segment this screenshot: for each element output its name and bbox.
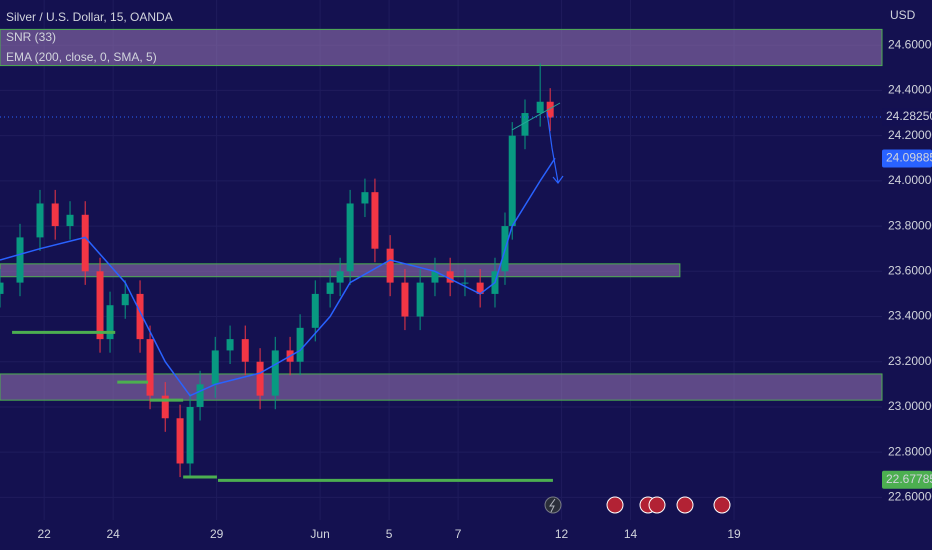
axis-unit: USD	[890, 8, 916, 22]
candle-body	[36, 203, 44, 238]
candle-body	[401, 282, 409, 317]
event-icon	[544, 496, 562, 514]
x-tick-label: 5	[386, 527, 393, 541]
event-icons	[544, 496, 731, 514]
candle-body	[476, 282, 484, 294]
candle-body	[146, 339, 154, 396]
candle-body	[461, 282, 469, 284]
candle-body	[256, 361, 264, 396]
plot-area	[0, 0, 883, 520]
candle-body	[546, 101, 554, 118]
candle-body	[521, 113, 529, 136]
candle-body	[121, 293, 129, 306]
candle-body	[241, 339, 249, 362]
price-label: 24.28250	[886, 109, 932, 123]
candle-body	[81, 214, 89, 272]
event-icon	[648, 496, 666, 514]
event-icon	[713, 496, 731, 514]
event-icon	[676, 496, 694, 514]
candle-body	[0, 282, 4, 294]
candle-body	[386, 248, 394, 283]
projection-arrow	[546, 111, 559, 183]
y-tick-label: 23.00000	[888, 399, 932, 413]
y-tick-label: 24.60000	[888, 37, 932, 51]
ema-line	[0, 157, 556, 397]
candle-body	[51, 203, 59, 227]
x-tick-label: Jun	[310, 527, 329, 541]
candle-body	[186, 406, 194, 464]
candle-body	[361, 192, 369, 204]
x-tick-label: 24	[106, 527, 120, 541]
candle-body	[106, 305, 114, 340]
candle-body	[371, 192, 379, 249]
x-tick-label: 22	[37, 527, 51, 541]
candle-body	[161, 395, 169, 419]
candle-body	[271, 350, 279, 396]
candle-body	[16, 237, 24, 283]
candle-body	[431, 271, 439, 283]
indicator-label: SNR (33)	[6, 30, 56, 44]
event-icon	[549, 498, 556, 513]
candle-body	[196, 384, 204, 407]
y-tick-label: 23.80000	[888, 218, 932, 232]
x-tick-label: 14	[624, 527, 638, 541]
x-tick-label: 29	[210, 527, 224, 541]
candle-body	[416, 282, 424, 317]
candle-body	[508, 135, 516, 227]
candle-body	[211, 350, 219, 385]
arrow-head	[552, 175, 564, 184]
indicator-label: EMA (200, close, 0, SMA, 5)	[6, 50, 157, 64]
price-label: 22.67785	[886, 472, 932, 486]
candle-body	[346, 203, 354, 272]
candle-body	[136, 293, 144, 340]
y-tick-label: 23.40000	[888, 309, 932, 323]
candle-body	[226, 339, 234, 351]
price-label-box	[882, 149, 932, 168]
y-tick-label: 23.60000	[888, 263, 932, 277]
candle-body	[326, 282, 334, 294]
candle-body	[446, 271, 454, 283]
event-icon	[606, 496, 624, 514]
price-label-box	[882, 470, 932, 489]
x-tick-label: 19	[727, 527, 741, 541]
price-label: 24.09885	[886, 151, 932, 165]
candle-body	[296, 327, 304, 362]
snr-zone	[0, 28, 883, 67]
y-tick-label: 22.80000	[888, 444, 932, 458]
candle-body	[66, 214, 74, 227]
candle-body	[536, 101, 544, 114]
trend-line	[511, 102, 561, 131]
chart-title: Silver / U.S. Dollar, 15, OANDA	[6, 10, 173, 24]
y-tick-label: 24.40000	[888, 83, 932, 97]
x-tick-label: 12	[555, 527, 569, 541]
y-tick-label: 24.00000	[888, 173, 932, 187]
candle-body	[336, 271, 344, 283]
overlay	[511, 102, 731, 514]
y-tick-label: 24.20000	[888, 128, 932, 142]
candle-body	[311, 293, 319, 328]
snr-zone	[0, 373, 883, 401]
y-tick-label: 23.20000	[888, 354, 932, 368]
candle-body	[96, 271, 104, 340]
y-tick-label: 22.60000	[888, 490, 932, 504]
price-label-box	[882, 108, 932, 126]
candle-body	[176, 418, 184, 464]
x-tick-label: 7	[455, 527, 462, 541]
